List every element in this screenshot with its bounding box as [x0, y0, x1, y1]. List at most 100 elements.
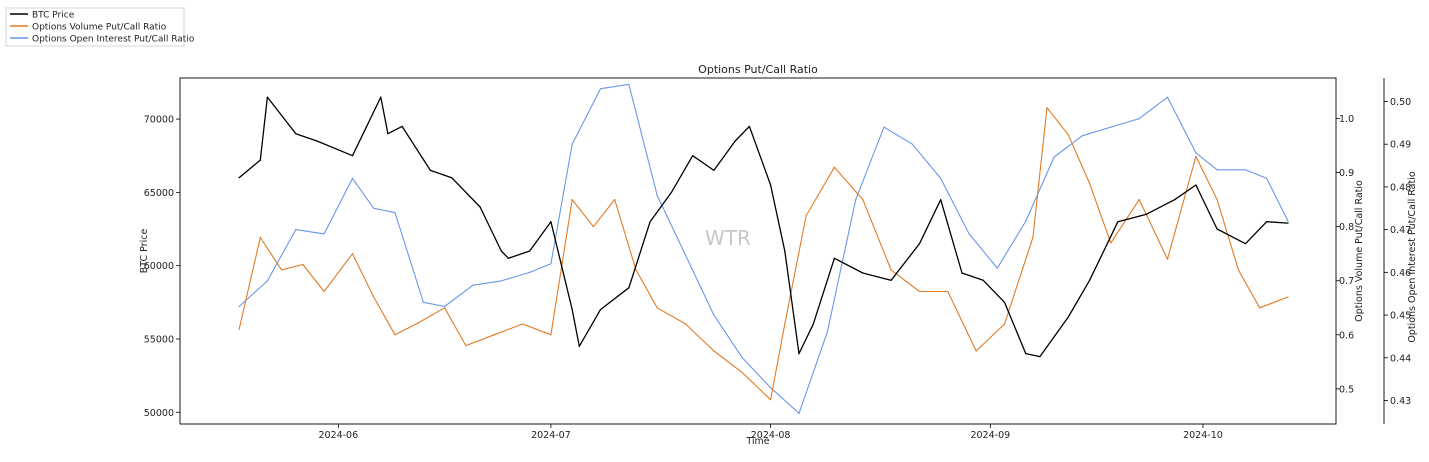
data-point-oi-put-call	[770, 387, 772, 389]
data-point-volume-put-call	[713, 350, 715, 352]
data-point-btc-price	[940, 199, 942, 201]
x-tick-label: 2024-09	[970, 430, 1010, 441]
data-point-oi-put-call	[422, 301, 424, 303]
data-point-oi-put-call	[656, 194, 658, 197]
data-point-oi-put-call	[713, 314, 715, 316]
data-point-volume-put-call	[281, 269, 283, 271]
data-point-oi-put-call	[1244, 169, 1247, 171]
legend: BTC Price Options Volume Put/Call Ratio …	[5, 7, 195, 47]
data-point-volume-put-call	[415, 323, 417, 325]
data-point-volume-put-call	[1138, 199, 1140, 201]
y-right1-tick-label: 0.8	[1339, 222, 1354, 233]
x-tick-label: 2024-10	[1183, 430, 1223, 441]
data-point-volume-put-call	[685, 323, 687, 325]
legend-box	[5, 7, 185, 47]
y-right2-tick-label: 0.46	[1390, 268, 1411, 279]
data-point-btc-price	[451, 177, 453, 179]
data-point-volume-put-call	[1166, 258, 1169, 260]
data-point-volume-put-call	[323, 290, 325, 293]
data-point-btc-price	[529, 250, 531, 252]
data-point-btc-price	[770, 184, 772, 186]
data-point-volume-put-call	[259, 236, 261, 239]
data-point-btc-price	[259, 159, 261, 161]
data-point-btc-price	[1216, 228, 1218, 230]
data-point-volume-put-call	[465, 345, 467, 347]
data-point-btc-price	[351, 155, 354, 157]
data-point-btc-price	[833, 257, 836, 259]
data-point-btc-price	[1025, 353, 1027, 355]
x-tick-label: 2024-06	[318, 430, 358, 441]
y-left-tick-label: 70000	[144, 115, 174, 126]
data-point-btc-price	[1039, 356, 1041, 358]
data-point-volume-put-call	[1287, 296, 1289, 298]
data-point-btc-price	[401, 125, 403, 127]
data-point-oi-put-call	[883, 126, 885, 128]
data-point-btc-price	[500, 250, 502, 252]
plot-frame	[179, 77, 1337, 425]
data-point-volume-put-call	[1067, 134, 1069, 136]
y-left-tick-label: 50000	[144, 408, 174, 419]
series-lines	[238, 83, 1289, 414]
data-point-btc-price	[238, 177, 240, 179]
data-point-oi-put-call	[550, 263, 552, 265]
y-axis-label-oi: Options Open Interest Put/Call Ratio	[1407, 171, 1418, 343]
data-point-btc-price	[982, 279, 984, 281]
data-point-oi-put-call	[798, 412, 800, 414]
data-point-btc-price	[713, 169, 715, 171]
data-point-btc-price	[387, 133, 389, 135]
data-point-btc-price	[812, 323, 814, 325]
data-point-oi-put-call	[855, 199, 857, 201]
y-right2-tick-label: 0.50	[1390, 97, 1411, 108]
x-tick-label: 2024-07	[531, 430, 571, 441]
data-point-btc-price	[479, 206, 481, 208]
data-point-oi-put-call	[238, 305, 240, 308]
y-right1-tick-label: 0.9	[1339, 168, 1354, 179]
data-point-volume-put-call	[444, 307, 446, 309]
data-point-volume-put-call	[656, 307, 658, 309]
data-point-volume-put-call	[493, 334, 495, 336]
data-point-volume-put-call	[1195, 155, 1197, 157]
data-point-volume-put-call	[947, 290, 949, 293]
data-point-oi-put-call	[1110, 126, 1112, 128]
data-point-volume-put-call	[1089, 182, 1091, 184]
series-line-oi-put-call	[238, 83, 1289, 414]
data-point-oi-put-call	[472, 284, 474, 286]
data-point-oi-put-call	[741, 357, 743, 359]
data-point-btc-price	[1003, 301, 1006, 303]
x-axis-label: Time	[745, 436, 769, 447]
data-point-btc-price	[1195, 184, 1197, 186]
data-point-btc-price	[295, 133, 297, 135]
x-tick-label: 2024-08	[751, 430, 791, 441]
data-point-btc-price	[628, 287, 630, 289]
data-point-oi-put-call	[996, 267, 999, 269]
y-axis-label-btc: BTC Price	[139, 229, 150, 274]
data-point-oi-put-call	[1266, 177, 1268, 179]
data-point-volume-put-call	[302, 263, 304, 266]
data-point-btc-price	[862, 272, 864, 274]
series-line-btc-price	[238, 96, 1289, 358]
data-point-oi-put-call	[1287, 220, 1289, 222]
data-point-btc-price	[1089, 279, 1091, 281]
watermark: WTR	[705, 226, 751, 250]
data-point-volume-put-call	[1046, 107, 1048, 109]
data-point-oi-put-call	[826, 331, 828, 333]
data-point-volume-put-call	[805, 215, 807, 217]
data-point-btc-price	[550, 221, 552, 223]
series-line-volume-put-call	[238, 107, 1289, 401]
data-point-volume-put-call	[1032, 236, 1034, 239]
data-point-oi-put-call	[599, 88, 602, 90]
data-point-oi-put-call	[444, 305, 446, 308]
data-point-volume-put-call	[784, 323, 786, 325]
data-point-btc-price	[784, 250, 786, 252]
data-point-btc-price	[1287, 222, 1289, 224]
data-point-oi-put-call	[940, 177, 942, 179]
data-point-oi-put-call	[1025, 220, 1027, 222]
data-point-btc-price	[266, 96, 268, 98]
data-point-oi-put-call	[968, 233, 970, 235]
data-point-volume-put-call	[833, 166, 836, 168]
data-point-oi-put-call	[351, 177, 354, 179]
data-point-volume-put-call	[373, 296, 375, 298]
data-point-btc-price	[507, 257, 509, 259]
data-point-volume-put-call	[571, 199, 573, 201]
